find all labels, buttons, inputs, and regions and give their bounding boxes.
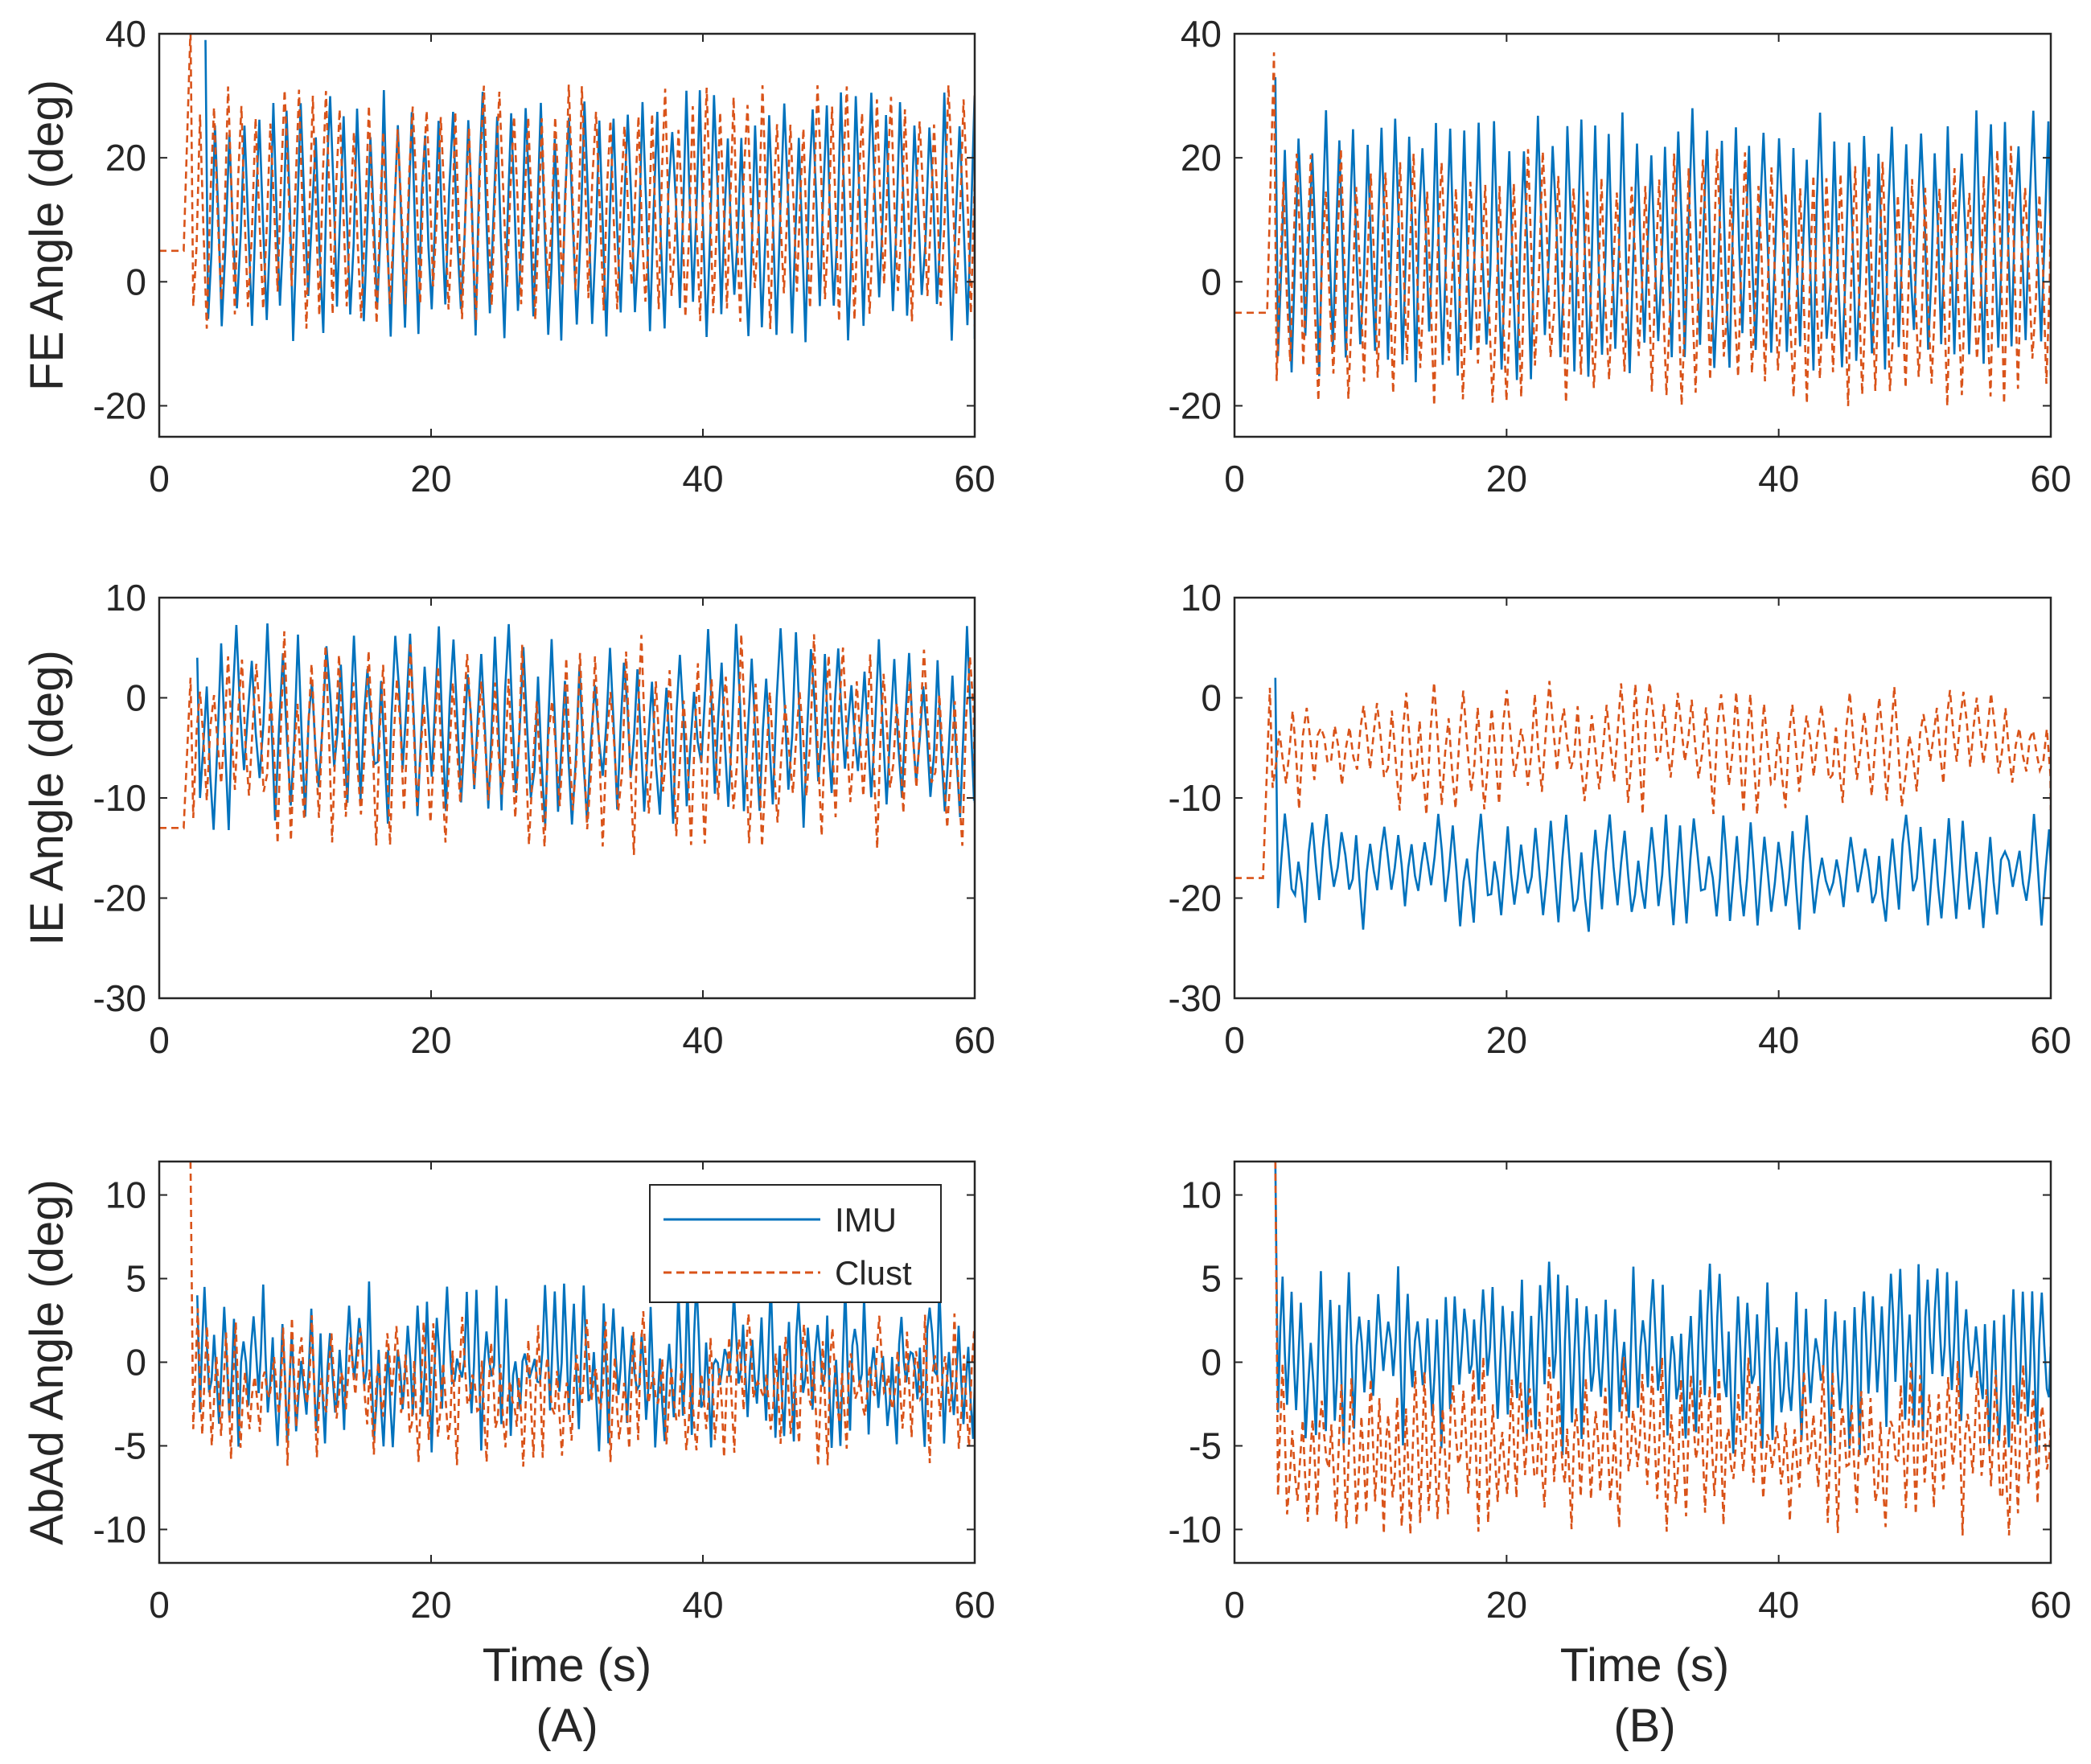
x-tick-label: 60 xyxy=(954,1019,995,1061)
x-tick-label: 40 xyxy=(1758,1019,1799,1061)
y-tick-label: 5 xyxy=(125,1258,146,1300)
series-clust-line xyxy=(159,631,975,855)
y-tick-label: -10 xyxy=(1169,777,1222,819)
chart-A-IE: 0 20 40 60 -30 -20 -10 0 10 IE Angle (deg) xyxy=(21,577,996,1061)
x-tick-label: 40 xyxy=(682,1584,723,1626)
y-tick-label: -20 xyxy=(1169,384,1222,426)
series-clust-line xyxy=(1274,1162,2051,1536)
y-tick-label: -20 xyxy=(93,878,146,919)
series-imu-line xyxy=(1274,76,2051,383)
y-tick-label: -5 xyxy=(113,1425,146,1466)
x-tick-label: 20 xyxy=(410,1584,451,1626)
chart-A-AbAd: 0 20 40 60 -10 -5 0 5 10 AbAd Angle (deg) xyxy=(21,1160,996,1626)
panel-label-a: (A) xyxy=(536,1700,598,1752)
x-tick-label: 60 xyxy=(2030,458,2071,500)
y-tick-label: -20 xyxy=(1169,878,1222,919)
y-tick-label: -10 xyxy=(1169,1508,1222,1550)
x-tick-label: 0 xyxy=(149,1019,170,1061)
axes-box xyxy=(158,596,976,1000)
x-tick-label: 0 xyxy=(1224,1584,1245,1626)
x-tick-label: 0 xyxy=(149,458,170,500)
legend-box xyxy=(649,1184,942,1303)
y-tick-label: 40 xyxy=(1181,13,1222,55)
y-tick-label: 0 xyxy=(125,261,146,302)
legend-imu-label: IMU xyxy=(835,1201,897,1239)
legend: IMU Clust xyxy=(649,1184,942,1303)
y-tick-label: -10 xyxy=(93,1508,146,1550)
series-imu-line xyxy=(196,1280,975,1453)
y-tick-label: 20 xyxy=(1181,137,1222,179)
y-tick-label: 10 xyxy=(1181,1174,1222,1216)
series-imu-line xyxy=(196,623,975,831)
x-tick-label: 60 xyxy=(2030,1019,2071,1061)
y-tick-label: 10 xyxy=(1181,577,1222,619)
chart-B-AbAd: 0 20 40 60 -10 -5 0 5 10 xyxy=(1169,1160,2072,1626)
series-imu-line xyxy=(1274,677,2051,932)
panel-label-b: (B) xyxy=(1613,1700,1675,1752)
x-tick-label: 40 xyxy=(682,1019,723,1061)
series-imu-line xyxy=(1274,1162,2051,1456)
x-axis-title-b: Time (s) xyxy=(1560,1639,1729,1692)
x-tick-label: 20 xyxy=(1486,1019,1527,1061)
y-tick-label: 40 xyxy=(105,13,146,55)
x-tick-label: 20 xyxy=(410,1019,451,1061)
y-tick-label: 0 xyxy=(1201,261,1222,302)
series-clust-line xyxy=(1234,52,2051,406)
legend-clust-label: Clust xyxy=(835,1254,912,1292)
x-tick-label: 60 xyxy=(2030,1584,2071,1626)
x-tick-label: 20 xyxy=(1486,1584,1527,1626)
y-tick-label: 10 xyxy=(105,577,146,619)
x-tick-label: 0 xyxy=(149,1584,170,1626)
series-clust-line xyxy=(159,34,975,330)
y-tick-label: 0 xyxy=(125,677,146,719)
y-axis-title: FE Angle (deg) xyxy=(21,80,73,391)
y-tick-label: -30 xyxy=(93,977,146,1019)
y-axis-title: AbAd Angle (deg) xyxy=(21,1179,73,1545)
y-tick-label: -5 xyxy=(1189,1425,1222,1466)
x-tick-label: 60 xyxy=(954,1584,995,1626)
x-tick-label: 0 xyxy=(1224,1019,1245,1061)
axes-box xyxy=(1233,32,2052,438)
y-tick-label: 0 xyxy=(1201,1342,1222,1384)
y-tick-label: 10 xyxy=(105,1174,146,1216)
series-imu-line xyxy=(204,39,975,343)
y-axis-title: IE Angle (deg) xyxy=(21,650,73,946)
x-tick-label: 40 xyxy=(1758,1584,1799,1626)
series-clust-line xyxy=(1234,681,2051,879)
y-tick-label: -10 xyxy=(93,777,146,819)
x-tick-label: 20 xyxy=(1486,458,1527,500)
x-axis-title-a: Time (s) xyxy=(483,1639,651,1692)
y-tick-label: -20 xyxy=(93,384,146,426)
x-tick-label: 40 xyxy=(1758,458,1799,500)
x-tick-label: 60 xyxy=(954,458,995,500)
series-clust-line xyxy=(189,1162,975,1467)
y-tick-label: -30 xyxy=(1169,977,1222,1019)
axes-box xyxy=(158,32,976,438)
y-tick-label: 20 xyxy=(105,137,146,179)
chart-B-IE: 0 20 40 60 -30 -20 -10 0 10 xyxy=(1169,577,2072,1061)
y-tick-label: 0 xyxy=(125,1342,146,1384)
x-tick-label: 20 xyxy=(410,458,451,500)
x-tick-label: 0 xyxy=(1224,458,1245,500)
y-tick-label: 0 xyxy=(1201,677,1222,719)
y-tick-label: 5 xyxy=(1201,1258,1222,1300)
x-tick-label: 40 xyxy=(682,458,723,500)
